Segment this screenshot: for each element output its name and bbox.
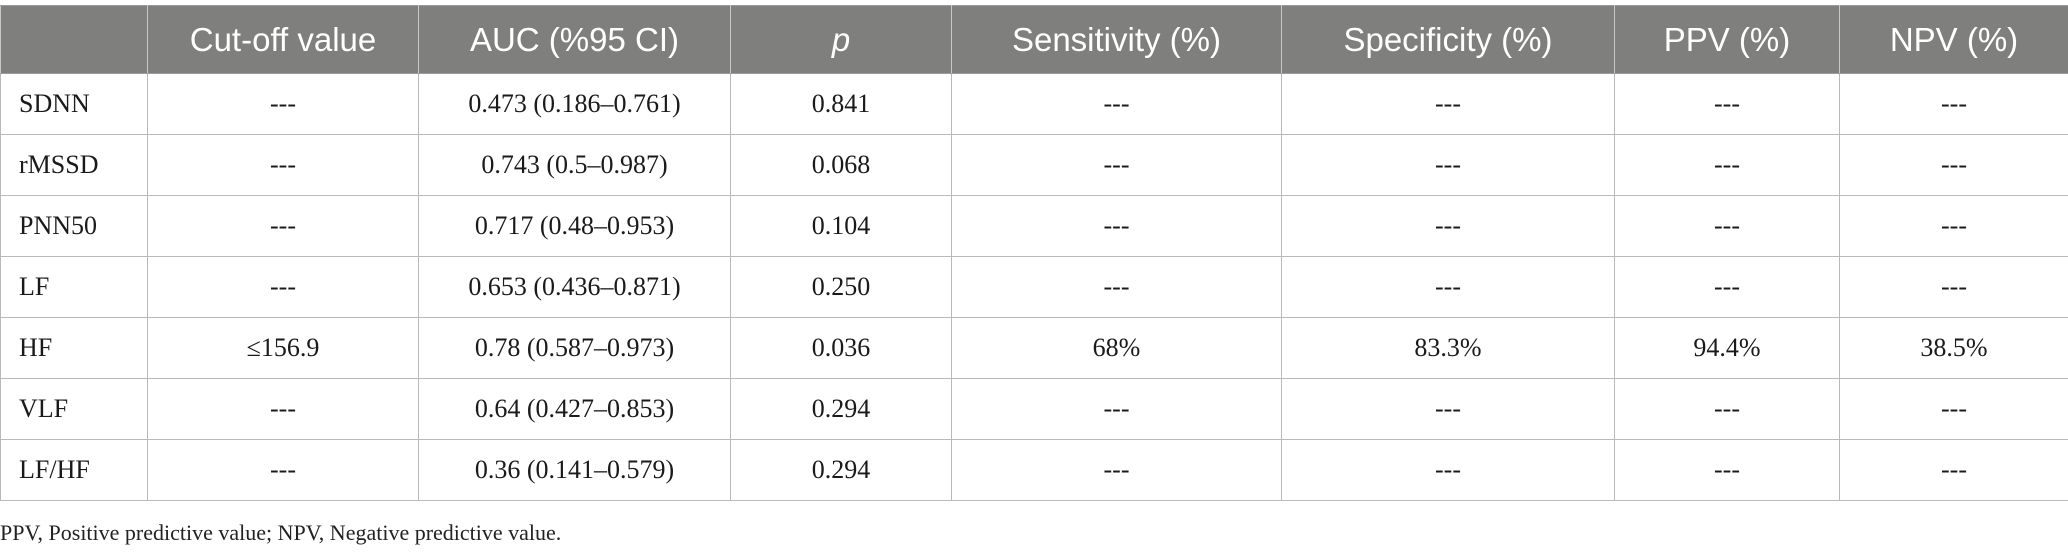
cutoff-cell: --- [147,195,419,257]
header-cell-empty [0,5,148,74]
p-cell: 0.841 [730,73,952,135]
auc-cell: 0.78 (0.587–0.973) [418,317,731,379]
specificity-cell: --- [1281,256,1615,318]
specificity-cell: --- [1281,73,1615,135]
results-table: Cut-off value AUC (%95 CI) p Sensitivity… [0,5,2068,501]
header-cell-cutoff: Cut-off value [147,5,419,74]
cutoff-cell: --- [147,378,419,440]
p-cell: 0.068 [730,134,952,196]
npv-cell: --- [1839,439,2068,501]
auc-cell: 0.36 (0.141–0.579) [418,439,731,501]
row-label: LF [0,256,148,318]
auc-cell: 0.653 (0.436–0.871) [418,256,731,318]
npv-cell: --- [1839,134,2068,196]
sensitivity-cell: --- [951,378,1282,440]
specificity-cell: --- [1281,195,1615,257]
ppv-cell: --- [1614,256,1840,318]
header-cell-sensitivity: Sensitivity (%) [951,5,1282,74]
npv-cell: --- [1839,195,2068,257]
p-cell: 0.104 [730,195,952,257]
sensitivity-cell: --- [951,134,1282,196]
row-label: SDNN [0,73,148,135]
p-cell: 0.036 [730,317,952,379]
table-header-row: Cut-off value AUC (%95 CI) p Sensitivity… [0,5,2068,74]
header-cell-p: p [730,5,952,74]
row-label: rMSSD [0,134,148,196]
ppv-cell: --- [1614,439,1840,501]
npv-cell: --- [1839,256,2068,318]
auc-cell: 0.473 (0.186–0.761) [418,73,731,135]
row-label: LF/HF [0,439,148,501]
row-label: HF [0,317,148,379]
results-table-container: Cut-off value AUC (%95 CI) p Sensitivity… [0,5,2068,501]
sensitivity-cell: --- [951,256,1282,318]
npv-cell: --- [1839,73,2068,135]
cutoff-cell: --- [147,256,419,318]
table-row: rMSSD --- 0.743 (0.5–0.987) 0.068 --- --… [0,134,2068,196]
ppv-cell: --- [1614,134,1840,196]
cutoff-cell: --- [147,134,419,196]
cutoff-cell: --- [147,73,419,135]
auc-cell: 0.743 (0.5–0.987) [418,134,731,196]
specificity-cell: --- [1281,378,1615,440]
specificity-cell: --- [1281,439,1615,501]
ppv-cell: --- [1614,378,1840,440]
header-cell-auc: AUC (%95 CI) [418,5,731,74]
ppv-cell: --- [1614,73,1840,135]
table-row: SDNN --- 0.473 (0.186–0.761) 0.841 --- -… [0,73,2068,135]
table-row: VLF --- 0.64 (0.427–0.853) 0.294 --- ---… [0,378,2068,440]
p-cell: 0.250 [730,256,952,318]
cutoff-cell: ≤156.9 [147,317,419,379]
table-row: PNN50 --- 0.717 (0.48–0.953) 0.104 --- -… [0,195,2068,257]
sensitivity-cell: --- [951,195,1282,257]
p-cell: 0.294 [730,378,952,440]
row-label: PNN50 [0,195,148,257]
header-cell-ppv: PPV (%) [1614,5,1840,74]
ppv-cell: 94.4% [1614,317,1840,379]
header-cell-npv: NPV (%) [1839,5,2068,74]
sensitivity-cell: --- [951,439,1282,501]
auc-cell: 0.64 (0.427–0.853) [418,378,731,440]
table-row: HF ≤156.9 0.78 (0.587–0.973) 0.036 68% 8… [0,317,2068,379]
ppv-cell: --- [1614,195,1840,257]
specificity-cell: 83.3% [1281,317,1615,379]
table-row: LF --- 0.653 (0.436–0.871) 0.250 --- ---… [0,256,2068,318]
table-row: LF/HF --- 0.36 (0.141–0.579) 0.294 --- -… [0,439,2068,501]
npv-cell: --- [1839,378,2068,440]
table-footnote: PPV, Positive predictive value; NPV, Neg… [0,520,562,545]
npv-cell: 38.5% [1839,317,2068,379]
cutoff-cell: --- [147,439,419,501]
sensitivity-cell: 68% [951,317,1282,379]
auc-cell: 0.717 (0.48–0.953) [418,195,731,257]
p-cell: 0.294 [730,439,952,501]
header-cell-specificity: Specificity (%) [1281,5,1615,74]
sensitivity-cell: --- [951,73,1282,135]
row-label: VLF [0,378,148,440]
specificity-cell: --- [1281,134,1615,196]
